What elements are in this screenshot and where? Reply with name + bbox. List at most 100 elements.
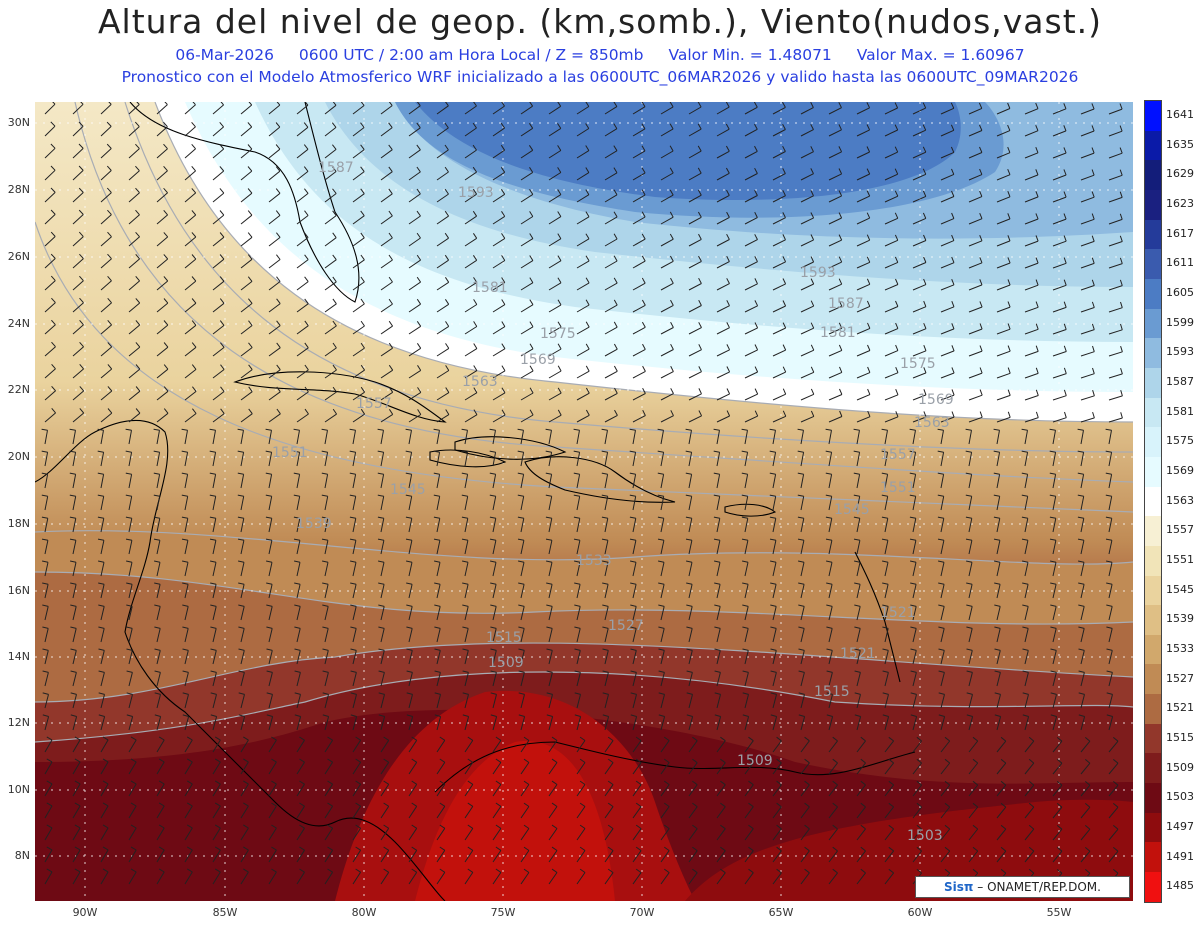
wind-barb <box>576 304 590 313</box>
wind-barb-feather <box>888 736 894 742</box>
wind-barb-feather <box>416 321 422 327</box>
wind-barb <box>772 452 777 467</box>
wind-barb <box>492 348 506 357</box>
lat-label: 18N <box>7 517 30 530</box>
wind-barb-feather <box>1119 125 1123 132</box>
wind-barb-feather <box>972 846 979 852</box>
wind-barb <box>632 496 637 511</box>
wind-barb-feather <box>782 388 787 395</box>
wind-barb-feather <box>838 190 843 197</box>
wind-barb <box>996 584 1001 599</box>
wind-barb <box>100 280 112 291</box>
wind-barb <box>1080 474 1085 489</box>
wind-barb <box>576 370 590 379</box>
wind-barb-feather <box>685 560 693 563</box>
wind-barb-feather <box>832 846 838 852</box>
wind-barb-feather <box>303 122 309 128</box>
wind-barb-feather <box>720 780 726 786</box>
wind-barb-feather <box>304 102 309 106</box>
wind-barb <box>240 694 245 709</box>
wind-barb <box>940 828 951 841</box>
wind-barb <box>44 761 53 775</box>
wind-barb-feather <box>557 343 562 350</box>
wind-barb <box>352 783 362 797</box>
wind-barb <box>44 716 50 731</box>
wind-barb-feather <box>601 538 608 541</box>
wind-barb-feather <box>1049 450 1056 453</box>
legend-swatch <box>1145 456 1161 487</box>
wind-barb <box>604 650 609 665</box>
wind-barb <box>520 672 525 687</box>
wind-barb <box>912 328 927 335</box>
wind-barb-feather <box>916 736 922 742</box>
wind-barb <box>772 672 777 687</box>
wind-barb <box>968 496 973 511</box>
wind-barb <box>240 430 244 445</box>
coast-cuba <box>233 371 447 423</box>
wind-barb-feather <box>979 389 983 396</box>
wind-barb <box>72 280 84 291</box>
wind-barb-feather <box>979 279 983 286</box>
legend-level-label: 1539 <box>1166 612 1194 626</box>
wind-barb-feather <box>810 322 815 329</box>
wind-barb-feather <box>725 123 730 130</box>
wind-barb-feather <box>107 342 113 348</box>
wind-barb-feather <box>894 168 899 175</box>
wind-barb <box>408 414 422 423</box>
wind-barb <box>492 850 502 863</box>
legend-level-label: 1563 <box>1166 493 1194 507</box>
wind-barb <box>1080 430 1084 445</box>
wind-barb-feather <box>130 780 137 785</box>
wind-barb <box>1024 108 1039 115</box>
wind-barb-feather <box>106 121 112 127</box>
wind-barb-feather <box>670 388 674 394</box>
wind-barb <box>352 518 357 533</box>
wind-barb <box>324 259 337 269</box>
wind-barb <box>576 238 590 247</box>
wind-barb-feather <box>838 344 843 351</box>
wind-barb <box>1024 174 1039 181</box>
wind-barb <box>716 106 730 115</box>
wind-barb-feather <box>669 255 674 262</box>
legend-swatch <box>1145 605 1161 635</box>
wind-barb-feather <box>490 626 497 629</box>
wind-barb <box>352 215 365 225</box>
wind-barb <box>940 284 955 291</box>
wind-barb <box>800 562 805 577</box>
lon-label: 55W <box>1046 906 1072 919</box>
wind-barb-feather <box>888 802 894 808</box>
wind-barb-feather <box>978 102 983 109</box>
wind-barb <box>716 261 730 269</box>
wind-barb-feather <box>46 846 53 851</box>
wind-barb-feather <box>182 692 189 695</box>
wind-barb <box>44 584 49 599</box>
wind-barb-feather <box>782 102 786 108</box>
wind-barb-feather <box>518 648 525 651</box>
wind-barb-feather <box>686 692 693 695</box>
wind-barb <box>100 368 113 379</box>
wind-barb <box>352 237 365 247</box>
wind-barb <box>408 259 421 269</box>
wind-barb-feather <box>698 322 702 328</box>
wind-barb <box>856 496 861 511</box>
wind-barb <box>1024 284 1039 291</box>
wind-barb-feather <box>98 626 105 629</box>
contour-label: 1545 <box>390 482 426 498</box>
wind-barb <box>436 127 449 137</box>
wind-barb <box>436 474 441 489</box>
wind-barb-feather <box>669 167 674 174</box>
wind-barb <box>128 280 140 291</box>
wind-barb-feather <box>804 824 810 830</box>
wind-barb-feather <box>135 386 141 392</box>
lon-label: 85W <box>212 906 238 919</box>
wind-barb-feather <box>713 428 720 431</box>
wind-barb-feather <box>1021 516 1028 519</box>
wind-barb-feather <box>321 450 328 453</box>
wind-barb <box>324 347 337 357</box>
wind-barb-feather <box>882 648 889 651</box>
wind-barb-feather <box>635 846 642 852</box>
wind-barb-feather <box>854 582 861 585</box>
wind-barb-feather <box>219 210 225 216</box>
wind-barb <box>716 415 730 423</box>
wind-barbs <box>41 102 1123 885</box>
